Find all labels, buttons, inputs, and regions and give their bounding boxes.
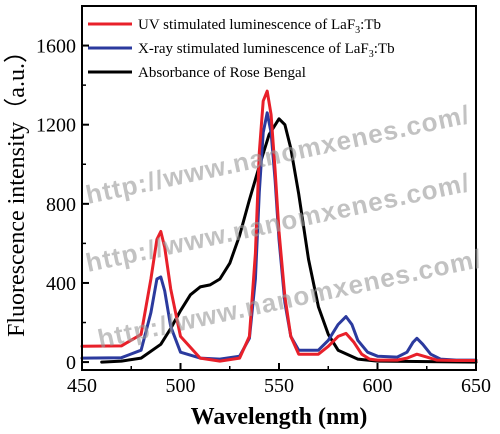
x-tick-label: 450 xyxy=(67,375,97,397)
x-tick-label: 500 xyxy=(166,375,196,397)
x-tick-label: 600 xyxy=(363,375,393,397)
legend-label-1: UV stimulated luminescence of LaF3:Tb xyxy=(138,17,381,36)
y-tick-label: 400 xyxy=(46,273,76,295)
y-axis-ticks: 0 400 800 1200 1600 xyxy=(36,36,89,374)
legend-label-2: X-ray stimulated luminescence of LaF3:Tb xyxy=(138,41,395,60)
legend-label-3: Absorbance of Rose Bengal xyxy=(138,65,306,81)
series-line-1 xyxy=(80,89,478,363)
y-axis-label: Fluorescence intensity（a.u.） xyxy=(4,39,30,337)
x-axis-label: Wavelength (nm) xyxy=(191,404,368,430)
y-tick-label: 1200 xyxy=(36,115,76,137)
y-tick-label: 1600 xyxy=(36,36,76,58)
y-tick-label: 0 xyxy=(66,352,76,374)
x-tick-label: 650 xyxy=(461,375,491,397)
x-axis-ticks: 450 500 550 600 650 xyxy=(67,363,491,397)
series-line-3 xyxy=(100,117,478,364)
y-tick-label: 800 xyxy=(46,194,76,216)
series-layer xyxy=(80,89,478,364)
x-tick-label: 550 xyxy=(264,375,294,397)
legend: UV stimulated luminescence of LaF3:Tb X-r… xyxy=(88,17,395,81)
